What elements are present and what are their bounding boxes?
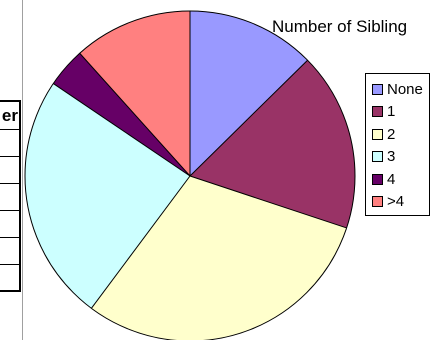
pie-slice-4 (24, 83, 190, 309)
pie-slice-divider (189, 59, 308, 177)
table-row-divider (0, 237, 19, 238)
legend-swatch (372, 83, 383, 95)
legend-swatch (372, 173, 383, 185)
legend-item: 2 (372, 123, 429, 146)
pie-slice-5 (53, 53, 190, 176)
legend-item: 1 (372, 101, 429, 124)
legend-item: 3 (372, 146, 429, 169)
pie-slice-2 (190, 60, 355, 228)
pie-outline (24, 10, 356, 340)
legend-label: None (387, 80, 423, 98)
legend-swatch (372, 151, 383, 163)
table-row-divider (0, 264, 19, 265)
legend-label: >4 (387, 193, 405, 211)
table-header-text: er (1, 106, 18, 125)
chart-area-border (22, 0, 23, 340)
legend-swatch (372, 128, 383, 140)
legend-item: >4 (372, 191, 429, 214)
legend-item: None (372, 78, 429, 101)
pie-slice-divider (189, 175, 347, 229)
legend-item: 4 (372, 168, 429, 191)
pie-slice-6 (79, 11, 190, 176)
pie-slice-divider (53, 83, 191, 177)
pie-slice-1 (190, 11, 308, 176)
table-header-cell: er (0, 103, 19, 129)
legend-label: 2 (387, 125, 396, 143)
pie-slice-3 (91, 176, 347, 340)
legend-label: 1 (387, 103, 396, 121)
legend-swatch (372, 106, 383, 118)
pie-slice-divider (79, 52, 191, 177)
legend-swatch (372, 196, 383, 208)
partial-data-table: er (0, 100, 21, 292)
legend-label: 3 (387, 148, 396, 166)
table-row-divider (0, 156, 19, 157)
chart-legend: None 1 2 3 4 >4 (365, 73, 430, 216)
pie-slice-divider (90, 175, 191, 309)
table-row-divider (0, 129, 19, 130)
table-row-divider (0, 183, 19, 184)
legend-label: 4 (387, 170, 396, 188)
table-row-divider (0, 210, 19, 211)
chart-title: Number of Sibling (272, 17, 408, 36)
